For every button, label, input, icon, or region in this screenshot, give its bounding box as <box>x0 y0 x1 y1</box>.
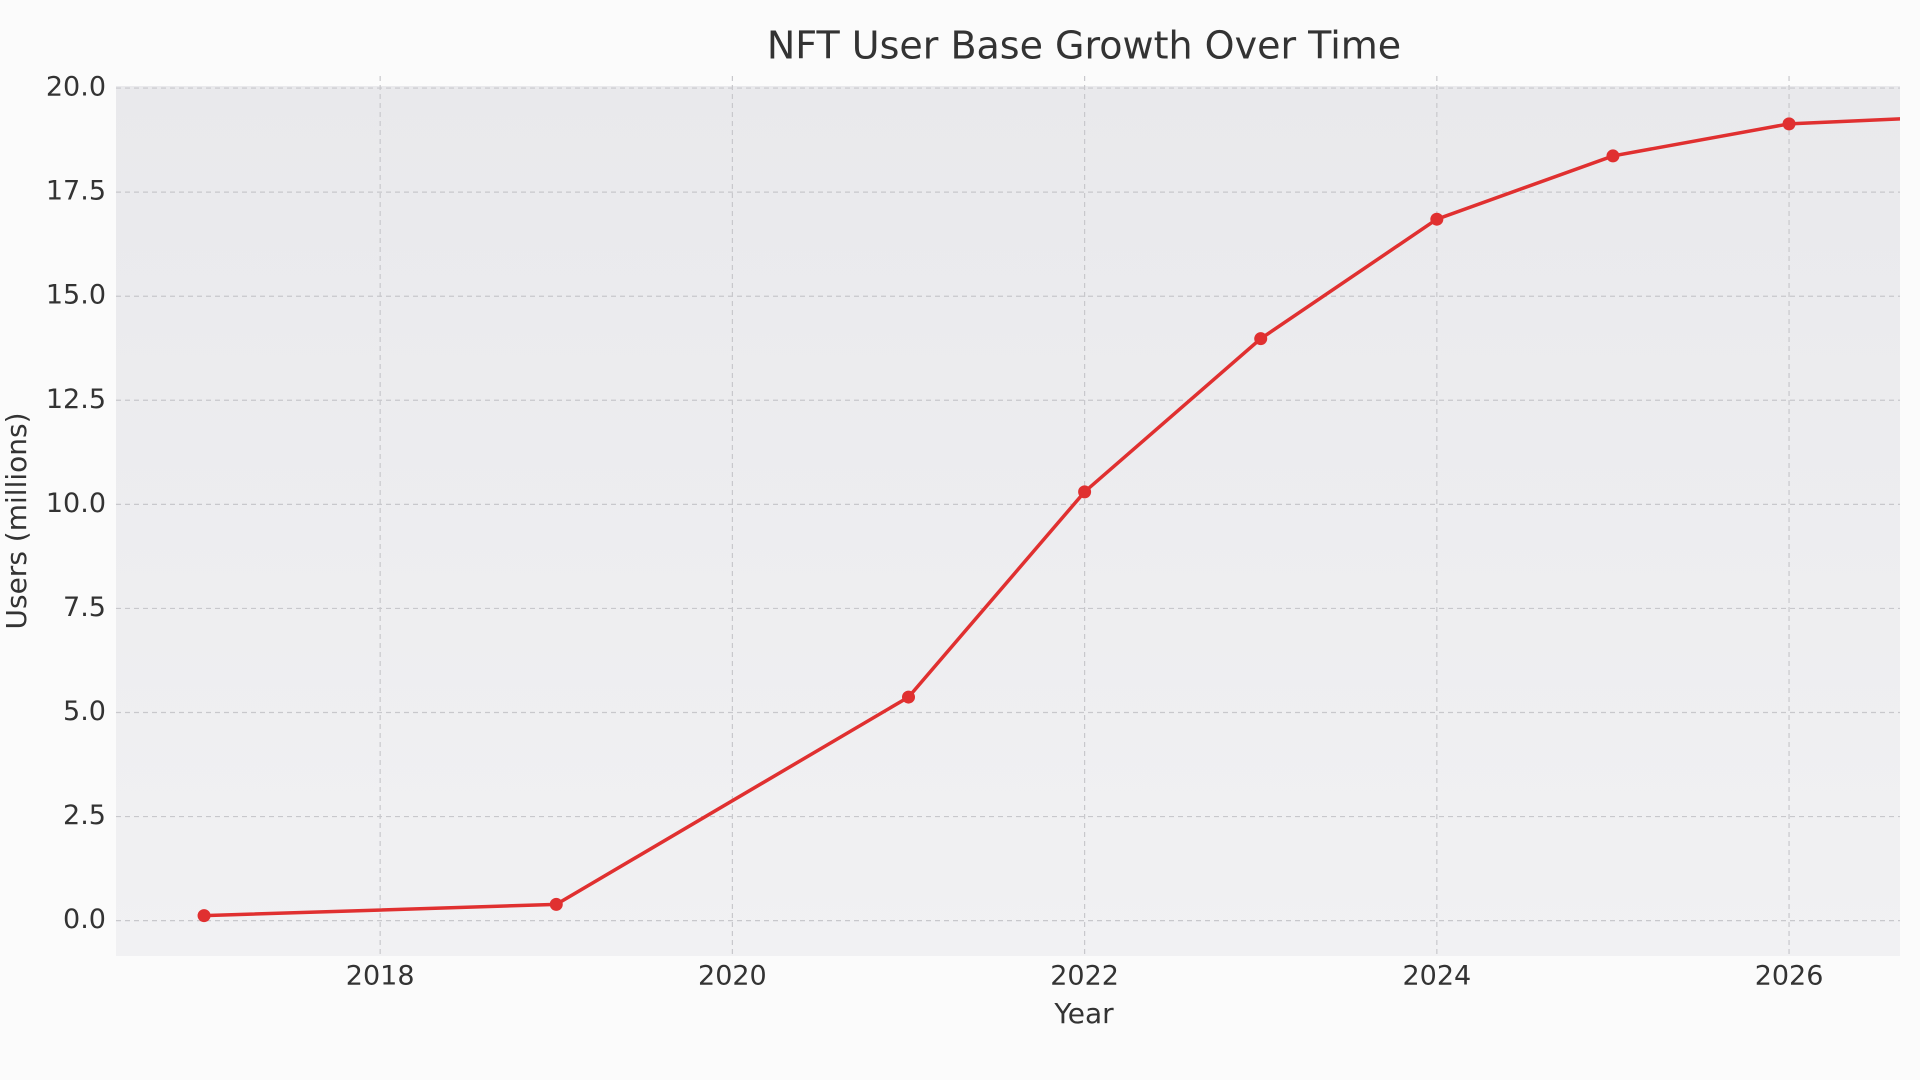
plot-area <box>116 86 1900 956</box>
x-tick-label: 2018 <box>346 961 415 992</box>
y-tick-label: 2.5 <box>63 800 106 831</box>
y-tick-label: 7.5 <box>63 592 106 623</box>
y-tick-label: 5.0 <box>63 696 106 727</box>
x-tick-label: 2024 <box>1402 961 1471 992</box>
x-axis-label: Year <box>1053 997 1114 1030</box>
marker <box>1078 485 1092 499</box>
y-tick-label: 20.0 <box>46 72 106 103</box>
y-tick-label: 15.0 <box>46 280 106 311</box>
marker <box>901 690 915 704</box>
marker <box>549 897 563 911</box>
y-tick-label: 10.0 <box>46 488 106 519</box>
chart-title: NFT User Base Growth Over Time <box>767 24 1401 68</box>
marker <box>1430 212 1444 226</box>
marker <box>197 909 211 923</box>
y-tick-label: 12.5 <box>46 384 106 415</box>
x-tick-label: 2026 <box>1755 961 1824 992</box>
y-tick-label: 0.0 <box>63 904 106 935</box>
marker <box>1606 149 1620 163</box>
x-tick-label: 2020 <box>698 961 767 992</box>
y-tick-label: 17.5 <box>46 176 106 207</box>
y-axis-label: Users (millions) <box>0 412 33 629</box>
marker <box>1254 332 1268 346</box>
series <box>197 117 1900 923</box>
marker <box>1782 117 1796 131</box>
x-tick-label: 2022 <box>1050 961 1119 992</box>
